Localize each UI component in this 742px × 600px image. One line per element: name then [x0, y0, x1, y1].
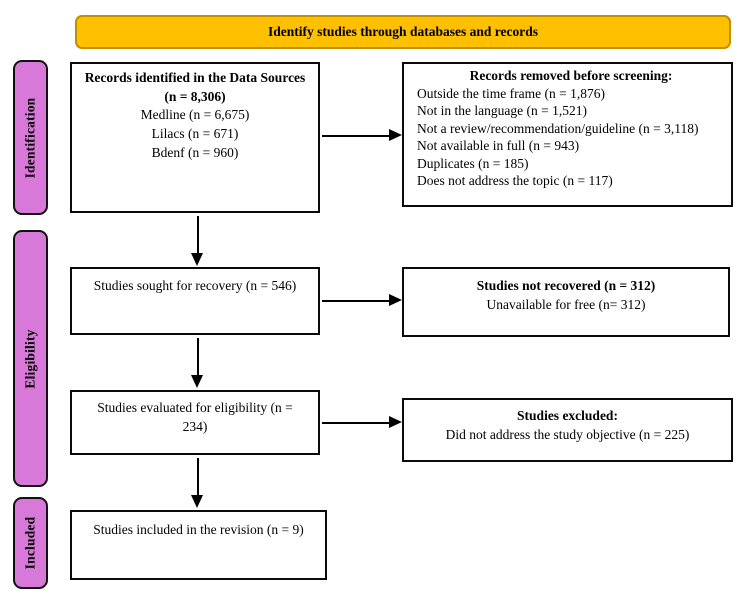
records-identified-line: Medline (n = 6,675) [140, 107, 250, 123]
stage-eligibility-label: Eligibility [22, 328, 38, 389]
studies-sought-text: Studies sought for recovery (n = 546) [93, 278, 297, 293]
studies-evaluated-text: Studies evaluated for eligibility (n = 2… [97, 400, 293, 434]
banner-identify-studies: Identify studies through databases and r… [75, 15, 731, 49]
records-removed-line: Outside the time frame (n = 1,876) [417, 85, 605, 101]
box-records-identified: Records identified in the Data Sources (… [70, 62, 320, 213]
box-studies-excluded: Studies excluded: Did not address the st… [402, 398, 733, 462]
arrow-identified-to-removed [322, 129, 402, 141]
box-studies-sought: Studies sought for recovery (n = 546) [70, 267, 320, 335]
records-removed-title: Records removed before screening: [469, 68, 673, 83]
studies-excluded-line: Did not address the study objective (n =… [445, 426, 690, 442]
stage-included-label: Included [22, 516, 38, 570]
studies-included-text: Studies included in the revision (n = 9) [93, 522, 304, 537]
studies-not-recovered-title: Studies not recovered (n = 312) [476, 278, 656, 293]
box-studies-included: Studies included in the revision (n = 9) [70, 510, 327, 580]
studies-not-recovered-line: Unavailable for free (n= 312) [486, 296, 646, 312]
box-studies-not-recovered: Studies not recovered (n = 312) Unavaila… [402, 267, 730, 337]
studies-excluded-title: Studies excluded: [517, 408, 618, 423]
records-removed-line: Not available in full (n = 943) [417, 138, 580, 154]
stage-eligibility: Eligibility [13, 230, 48, 487]
arrow-sought-to-not-recovered [322, 294, 402, 306]
arrow-identified-to-sought [191, 216, 203, 266]
stage-identification: Identification [13, 60, 48, 215]
stage-identification-label: Identification [22, 97, 38, 178]
arrow-evaluated-to-included [191, 458, 203, 508]
stage-included: Included [13, 497, 48, 589]
records-identified-line: Lilacs (n = 671) [151, 125, 239, 141]
records-identified-line: Bdenf (n = 960) [151, 144, 239, 160]
records-removed-line: Not in the language (n = 1,521) [417, 103, 587, 119]
records-identified-title: Records identified in the Data Sources (… [84, 70, 306, 104]
records-removed-line: Duplicates (n = 185) [417, 155, 529, 171]
banner-label: Identify studies through databases and r… [268, 24, 538, 39]
box-records-removed: Records removed before screening: Outsid… [402, 62, 733, 207]
box-studies-evaluated: Studies evaluated for eligibility (n = 2… [70, 390, 320, 455]
records-removed-line: Does not address the topic (n = 117) [417, 173, 613, 189]
arrow-sought-to-evaluated [191, 338, 203, 388]
records-removed-line: Not a review/recommendation/guideline (n… [417, 120, 699, 136]
arrow-evaluated-to-excluded [322, 416, 402, 428]
